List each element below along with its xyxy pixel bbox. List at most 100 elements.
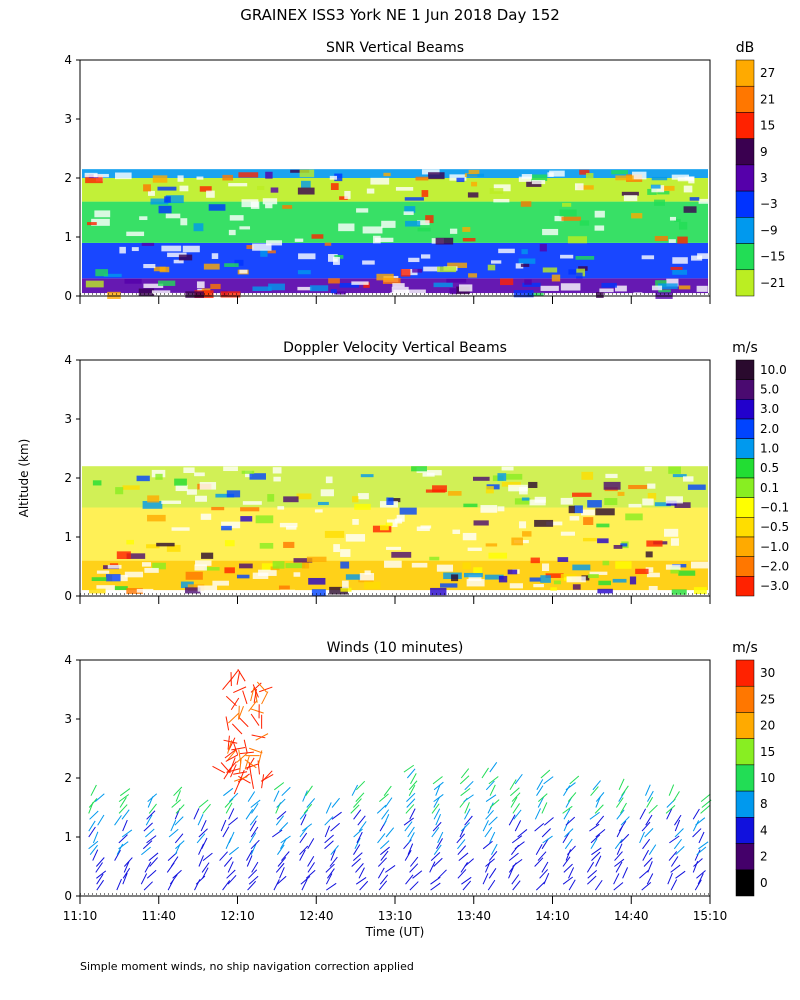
wind-barb [541,838,549,850]
heatmap-cell [576,272,583,279]
heatmap-cell [148,190,155,196]
wind-barb [247,880,257,891]
heatmap-cell [522,282,541,287]
wind-barb [620,802,627,814]
heatmap-cell [255,515,274,524]
heatmap-cell [228,229,236,236]
heatmap-cell [175,484,188,492]
heatmap-cell [297,286,312,291]
heatmap-cell [105,574,121,582]
heatmap-cell [259,542,274,549]
heatmap-cell [631,213,643,219]
heatmap-cell [617,491,625,496]
heatmap-band [82,169,708,178]
heatmap-cell [447,262,468,268]
heatmap-cell [511,537,523,546]
heatmap-cell [329,175,338,180]
heatmap-cell [549,170,565,177]
heatmap-cell [620,543,628,547]
heatmap-cell [320,489,334,497]
heatmap-cell [422,472,435,477]
heatmap-cell [440,583,458,588]
heatmap-cell [96,570,110,574]
heatmap-cell [501,481,521,487]
wind-barb [237,668,246,682]
heatmap-cell [399,507,417,515]
colorbar-swatch [735,738,755,766]
heatmap-cell [178,254,193,261]
heatmap-cell [234,259,244,266]
wind-barb [358,821,367,832]
wind-barb [236,670,241,685]
panel-title: Doppler Velocity Vertical Beams [283,340,507,356]
heatmap-cell [473,567,483,574]
heatmap-cell [360,474,374,478]
wind-barb [90,784,97,796]
heatmap-cell [488,552,508,559]
wind-barb [564,828,574,838]
wind-barb [536,779,544,791]
heatmap-cell [647,483,656,489]
heatmap-cell [546,521,563,526]
wind-barb [433,844,442,855]
wind-barb [696,846,707,856]
heatmap-cell [678,285,691,290]
heatmap-cell [551,274,561,282]
heatmap-cell [107,564,122,569]
wind-barb [380,850,389,861]
wind-barb [670,856,679,867]
heatmap-cell [165,195,184,204]
heatmap-cell [621,191,639,196]
wind-barb [674,814,682,826]
heatmap-cell [155,473,163,480]
heatmap-cell [423,266,440,272]
wind-barb [409,881,419,891]
colorbar-swatch [735,164,755,192]
wind-barb [488,850,498,861]
heatmap-cell [670,566,680,574]
wind-barb [220,819,227,832]
colorbar-swatch [735,112,755,139]
heatmap-cell [252,243,272,251]
wind-barb [460,822,470,832]
wind-barb [377,867,385,879]
wind-barb [324,840,334,850]
wind-barb [256,681,268,693]
heatmap-cell [485,543,498,547]
heatmap-cell [579,169,590,175]
wind-barb [249,820,257,832]
heatmap-cell [124,278,142,284]
heatmap-cell [96,585,115,592]
heatmap-cell [430,587,447,596]
heatmap-cell [262,198,278,205]
wind-barb [198,843,204,855]
heatmap-cell [294,238,304,242]
wind-barb [250,774,255,789]
heatmap-cell [340,561,350,569]
wind-barb [97,814,105,826]
heatmap-cell [540,575,551,583]
wind-barb [245,809,254,820]
wind-barb [250,839,260,850]
heatmap-cell [693,587,707,595]
heatmap-cell [597,538,609,544]
wind-barb [589,811,600,820]
wind-barb [511,792,521,802]
heatmap-cell [280,589,296,598]
wind-barb [692,808,700,820]
colorbar-swatch [735,556,755,577]
heatmap-cell [449,228,458,234]
wind-barb [330,822,340,832]
wind-barb [251,803,259,814]
wind-barb [595,855,602,867]
wind-barb [463,794,474,803]
wind-barb [430,882,441,891]
colorbar-label: 25 [760,692,775,706]
heatmap-cell [566,576,586,583]
colorbar-label: −2.0 [760,560,789,574]
wind-barb [236,752,248,763]
wind-barb [251,734,266,739]
heatmap-cell [527,292,544,296]
panel-2: Doppler Velocity Vertical Beams 0 1 2 3 4 Alti… [17,340,789,604]
wind-barb [198,855,204,867]
